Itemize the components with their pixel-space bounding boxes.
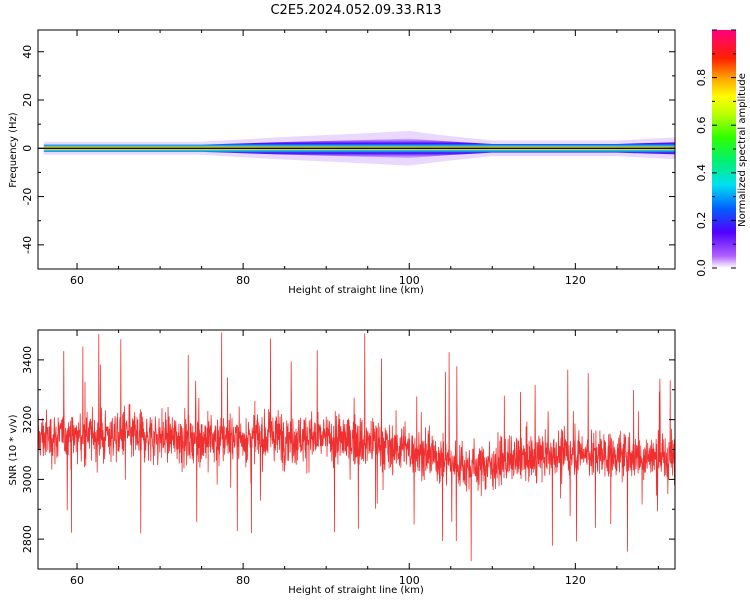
y-tick-label: 2800	[21, 525, 34, 553]
snr-series-line	[38, 332, 675, 562]
x-tick-label: 80	[236, 274, 250, 287]
snr-xlabel: Height of straight line (km)	[288, 585, 424, 596]
snr-ticks: 60 80 100 120 3400 3200 3000 2800	[21, 329, 675, 587]
spectrogram-ticks: 60 80 100 120 40 20 0 -20 -40	[21, 30, 675, 287]
x-tick-label: 60	[70, 274, 84, 287]
y-tick-label: -40	[21, 236, 34, 254]
x-tick-label: 80	[236, 574, 250, 587]
colorbar-gradient	[712, 30, 736, 268]
spectrogram-panel: 60 80 100 120 40 20 0 -20 -40 Height of straight…	[8, 29, 676, 296]
colorbar: 0.0 0.2 0.4 0.6 0.8 Normalized spectral ampl…	[695, 29, 748, 277]
x-tick-label: 100	[399, 274, 420, 287]
x-tick-label: 120	[565, 274, 586, 287]
spectrogram-ylabel: Frequency (Hz)	[8, 112, 19, 188]
spectral-band-layer	[38, 130, 675, 166]
y-tick-label: 3000	[21, 465, 34, 493]
y-tick-label: 3200	[21, 406, 34, 434]
y-tick-label: -20	[21, 188, 34, 206]
colorbar-tick-label: 0.0	[695, 259, 708, 277]
snr-panel: 60 80 100 120 3400 3200 3000 2800 Height of str…	[8, 329, 676, 596]
colorbar-ticks: 0.0 0.2 0.4 0.6 0.8	[695, 29, 736, 277]
y-tick-label: 0	[21, 145, 34, 152]
colorbar-tick-label: 0.2	[695, 212, 708, 230]
snr-ylabel: SNR (10 * v/v)	[8, 414, 19, 485]
x-tick-label: 120	[565, 574, 586, 587]
colorbar-tick-label: 0.8	[695, 69, 708, 87]
spectrogram-xlabel: Height of straight line (km)	[288, 285, 424, 296]
x-tick-label: 60	[70, 574, 84, 587]
colorbar-tick-label: 0.6	[695, 116, 708, 134]
y-tick-label: 40	[21, 45, 34, 59]
x-tick-label: 100	[399, 574, 420, 587]
colorbar-label: Normalized spectral amplitude	[737, 73, 748, 227]
y-tick-label: 3400	[21, 346, 34, 374]
figure-title: C2E5.2024.052.09.33.R13	[270, 3, 441, 18]
y-tick-label: 20	[21, 93, 34, 107]
colorbar-tick-label: 0.4	[695, 164, 708, 182]
spectrogram-frame	[37, 29, 676, 270]
